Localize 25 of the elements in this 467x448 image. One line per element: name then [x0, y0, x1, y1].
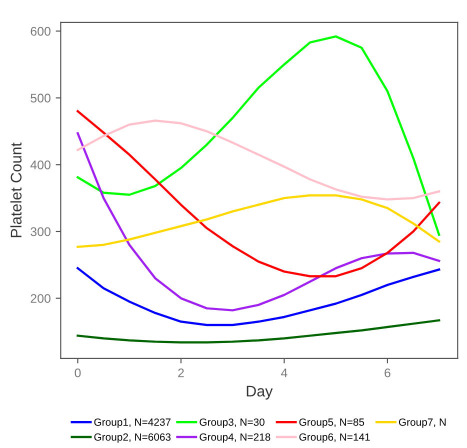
x-tick-label: 6 [384, 368, 390, 378]
x-tick-label: 4 [281, 368, 288, 378]
line-series [76, 194, 440, 248]
y-axis-title: Platelet Count [10, 142, 22, 238]
line-series [76, 110, 440, 278]
y-tick-label: 300 [30, 227, 50, 236]
line-series [76, 319, 440, 344]
line-series [76, 119, 440, 201]
legend-label: Group1, N=4237 [94, 418, 171, 428]
y-tick-label: 400 [30, 160, 50, 170]
legend-label: Group3, N=30 [200, 418, 264, 428]
line-series [76, 267, 440, 326]
line-series [76, 132, 440, 312]
legend-label: Group7, N [398, 418, 446, 428]
legend-label: Group4, N=218 [200, 433, 270, 443]
legend-label: Group5, N=85 [299, 418, 364, 428]
x-axis-title: Day [246, 386, 273, 400]
y-tick-label: 500 [30, 94, 50, 103]
y-tick-label: 600 [30, 26, 50, 36]
x-tick-label: 2 [178, 368, 184, 378]
legend-label: Group2, N=6063 [94, 433, 171, 443]
x-tick-label: 0 [74, 368, 81, 378]
line-series [76, 35, 440, 236]
y-tick-label: 200 [30, 294, 50, 303]
legend-label: Group6, N=141 [299, 433, 370, 443]
